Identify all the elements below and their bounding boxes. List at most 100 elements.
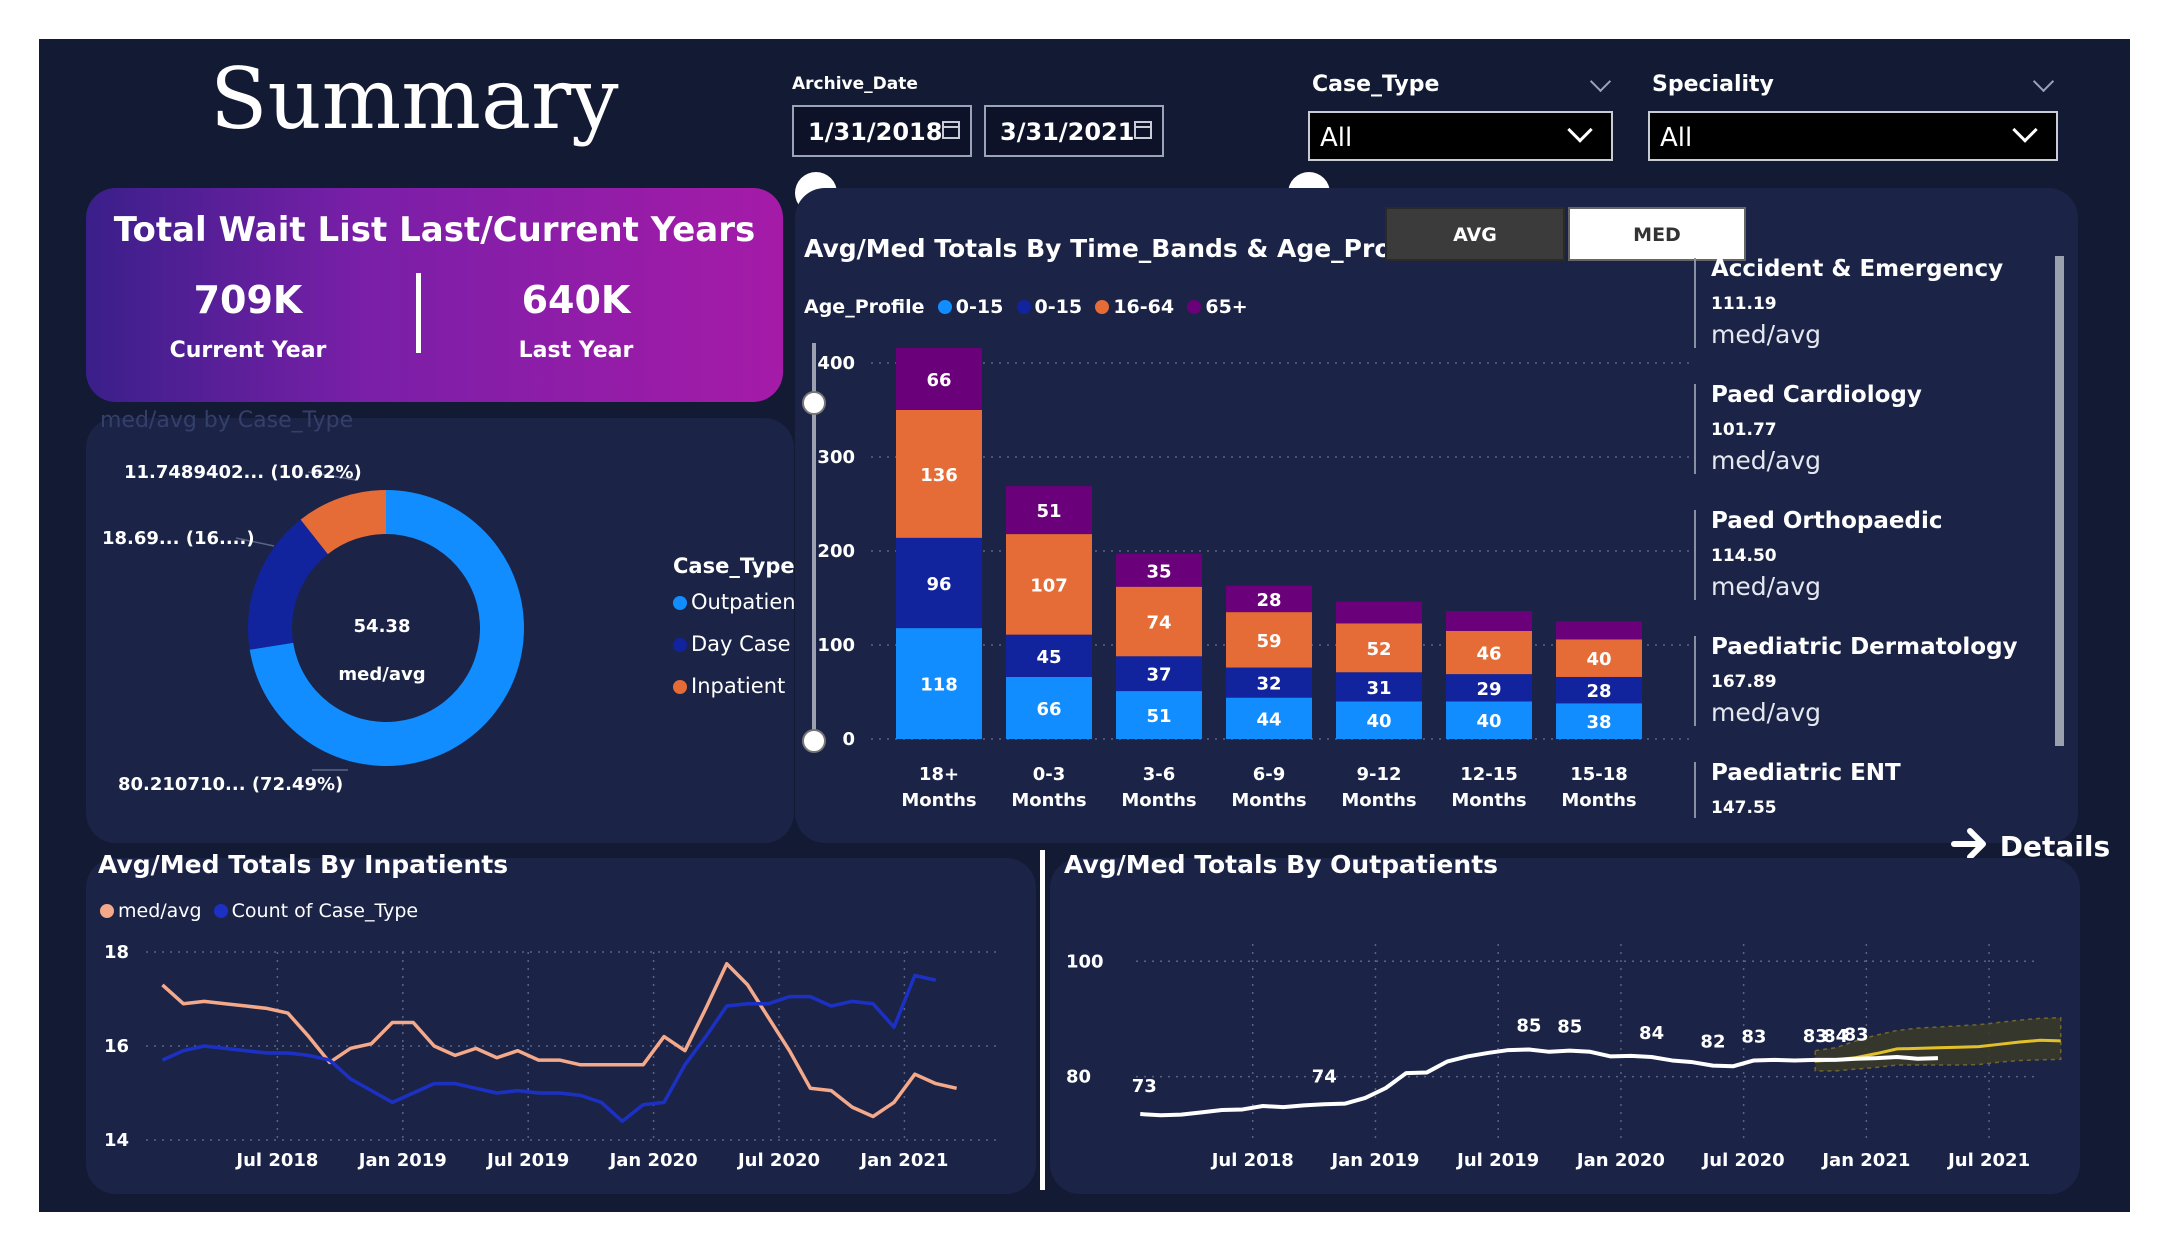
day-case-dot-icon [673, 638, 687, 652]
med-avg-line[interactable] [161, 962, 958, 1119]
x-tick-label: 18+ [919, 764, 959, 785]
x-tick-label: Jul 2020 [736, 1150, 820, 1171]
y-range-slider-top-handle[interactable] [802, 391, 826, 415]
count-of-case-type-line[interactable] [161, 973, 937, 1123]
legend-label: med/avg [118, 900, 202, 922]
bar-segment[interactable] [1556, 676, 1642, 704]
case-type-dropdown[interactable]: All [1308, 111, 1613, 161]
chevron-down-icon[interactable] [1567, 117, 1593, 143]
x-tick-label: Jul 2018 [234, 1150, 318, 1171]
start-date-value: 1/31/2018 [808, 118, 943, 146]
bar-segment[interactable] [1116, 656, 1202, 692]
donut-slice-inpatient[interactable] [300, 490, 386, 555]
bar-segment[interactable] [1006, 534, 1092, 635]
bar-segment[interactable] [1446, 611, 1532, 631]
bar-segment[interactable] [1446, 701, 1532, 739]
speciality-name[interactable]: Paediatric ENT [1711, 760, 1901, 786]
start-date-input[interactable]: 1/31/2018 [792, 105, 972, 157]
speciality-list-scrollbar[interactable] [2055, 256, 2064, 746]
donut-center-value: 54.38 [354, 616, 411, 637]
calendar-icon[interactable] [1134, 121, 1152, 139]
bar-segment[interactable] [1446, 674, 1532, 702]
x-tick-label: Months [1561, 790, 1636, 811]
bar-segment[interactable] [896, 537, 982, 629]
legend-label: 0-15 [1034, 296, 1083, 318]
donut-slice-outpatient[interactable] [249, 490, 525, 766]
x-tick-label: 9-12 [1356, 764, 1401, 785]
y-tick-label: 100 [817, 635, 855, 656]
outpatient-dot-icon [673, 596, 687, 610]
bar-segment[interactable] [1226, 585, 1312, 613]
donut-slice-label: 80.210710... (72.49%) [118, 774, 343, 795]
bar-segment[interactable] [1226, 667, 1312, 698]
bar-segment[interactable] [896, 628, 982, 739]
data-point-label: 82 [1700, 1032, 1725, 1053]
bar-segment[interactable] [1226, 697, 1312, 739]
bar-segment[interactable] [1336, 601, 1422, 624]
bar-segment[interactable] [1006, 486, 1092, 535]
donut-slice-label: 11.7489402... (10.62%) [124, 462, 362, 483]
bar-segment[interactable] [1006, 634, 1092, 677]
donut-legend-item[interactable]: Inpatient [673, 674, 785, 698]
bar-segment[interactable] [1336, 623, 1422, 673]
bar-segment[interactable] [1336, 672, 1422, 702]
x-tick-label: Jan 2019 [1329, 1150, 1419, 1171]
details-link[interactable]: Details [1950, 826, 2110, 863]
outpatients-card [1050, 858, 2080, 1194]
bar-segment[interactable] [1006, 676, 1092, 739]
bar-segment[interactable] [896, 410, 982, 538]
donut-legend-item[interactable]: Day Case [673, 632, 791, 656]
med-toggle-button[interactable]: MED [1568, 207, 1746, 261]
y-tick-label: 80 [1066, 1067, 1091, 1088]
bar-segment[interactable] [1446, 630, 1532, 675]
outpatients-line[interactable] [1140, 1047, 1939, 1118]
bar-segment[interactable] [1116, 553, 1202, 587]
bar-segment[interactable] [896, 347, 982, 410]
speciality-separator [1694, 384, 1696, 474]
inpatients-title: Avg/Med Totals By Inpatients [98, 850, 509, 879]
chevron-down-icon[interactable] [2012, 117, 2038, 143]
page-title: Summary [210, 50, 619, 148]
bar-value-label: 44 [1256, 709, 1281, 730]
bar-segment[interactable] [1556, 621, 1642, 640]
x-tick-label: Jan 2021 [1820, 1150, 1910, 1171]
x-tick-label: Months [1011, 790, 1086, 811]
data-point-label: 85 [1557, 1017, 1582, 1038]
speciality-name[interactable]: Paed Cardiology [1711, 382, 1922, 408]
calendar-icon[interactable] [942, 121, 960, 139]
kpi-card: Total Wait List Last/Current Years 709K … [86, 188, 783, 402]
bar-segment[interactable] [1556, 703, 1642, 739]
donut-legend-title: Case_Type [673, 554, 795, 578]
speciality-value: 114.50 [1711, 546, 1777, 566]
legend-label: 0-15 [955, 296, 1004, 318]
x-tick-label: Jul 2019 [485, 1150, 569, 1171]
end-date-input[interactable]: 3/31/2021 [984, 105, 1164, 157]
bar-segment[interactable] [1336, 701, 1422, 739]
avg-toggle-button[interactable]: AVG [1385, 207, 1565, 261]
bar-segment[interactable] [1556, 639, 1642, 677]
speciality-name[interactable]: Paed Orthopaedic [1711, 508, 1943, 534]
donut-legend-item[interactable]: Outpatient [673, 590, 804, 614]
speciality-name[interactable]: Paediatric Dermatology [1711, 634, 2018, 660]
bar-segment[interactable] [1226, 612, 1312, 668]
donut-slice-day-case[interactable] [247, 519, 328, 650]
x-tick-label: Jul 2018 [1210, 1150, 1294, 1171]
current-year-label: Current Year [169, 338, 327, 363]
bar-segment[interactable] [1116, 691, 1202, 739]
x-tick-label: Months [1121, 790, 1196, 811]
speciality-measure-label: med/avg [1711, 320, 1822, 349]
bar-value-label: 40 [1476, 711, 1501, 732]
speciality-value: 167.89 [1711, 672, 1777, 692]
bar-segment[interactable] [1116, 586, 1202, 657]
y-tick-label: 16 [104, 1036, 129, 1057]
legend-label: 65+ [1205, 296, 1248, 318]
inpatients-line-chart: 14 16 18 Jul 2018 Jan 2019 Jul 2019 Jan 2020 Ju… [104, 942, 1001, 1171]
bar-value-label: 52 [1366, 639, 1391, 660]
speciality-name[interactable]: Accident & Emergency [1711, 256, 2004, 282]
speciality-dropdown[interactable]: All [1648, 111, 2058, 161]
y-range-slider-bottom-handle[interactable] [802, 729, 826, 753]
speciality-value: 147.55 [1711, 798, 1777, 818]
x-tick-label: 3-6 [1143, 764, 1176, 785]
med-avg-dot-icon [100, 904, 114, 918]
donut-chart: 80.210710... (72.49%) 18.69... (16....) 11… [102, 462, 525, 795]
